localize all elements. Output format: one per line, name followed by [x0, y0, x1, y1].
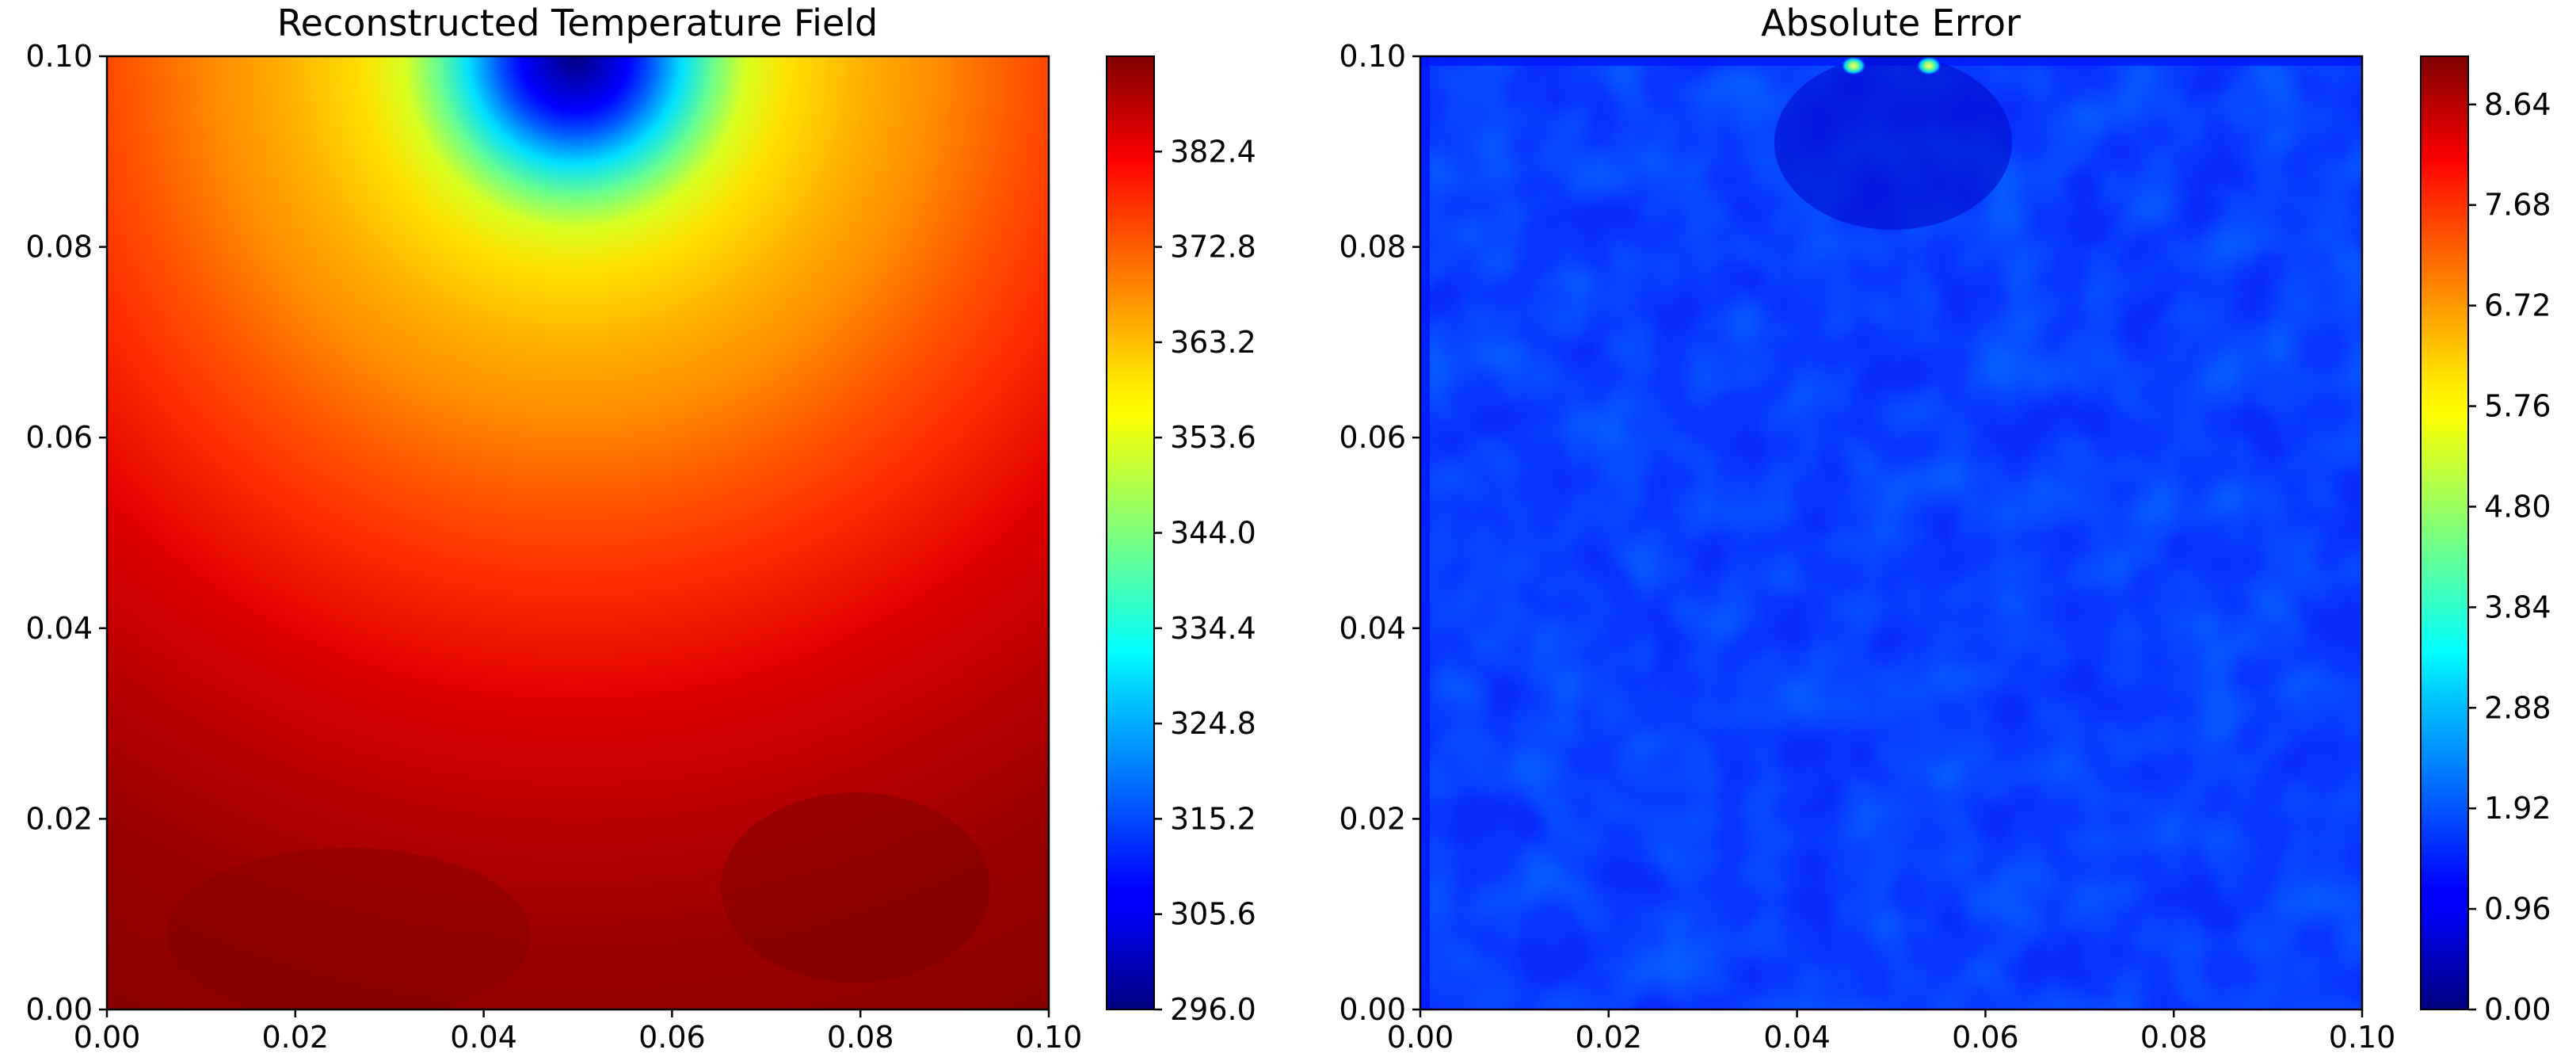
chart-title-temperature: Reconstructed Temperature Field [277, 2, 878, 44]
y-tick-label-temperature: 0.06 [25, 420, 93, 455]
error-hotspot [1916, 56, 1942, 76]
colorbar-tick-label-temperature: 382.4 [1170, 134, 1256, 169]
y-tick-label-temperature: 0.08 [25, 230, 93, 265]
colorbar-temperature-ticks: 296.0 305.6 315.2 324.8 334.4 344.0 353.6 363.2… [1154, 134, 1256, 1027]
colorbar-tick-label-error: 0.00 [2484, 992, 2551, 1027]
x-tick-label-error: 0.10 [2329, 1020, 2396, 1055]
colorbar-tick-label-error: 8.64 [2484, 87, 2551, 122]
x-tick-label-temperature: 0.06 [638, 1020, 706, 1055]
colorbar-error-bar [2420, 55, 2469, 1010]
x-tick-label-temperature: 0.02 [261, 1020, 329, 1055]
colorbar-tick-label-error: 6.72 [2484, 288, 2551, 323]
colorbar-temperature-bar [1106, 55, 1155, 1010]
y-tick-label-temperature: 0.04 [25, 611, 93, 646]
y-tick-label-error: 0.02 [1339, 801, 1406, 836]
x-tick-label-temperature: 0.08 [827, 1020, 894, 1055]
error-heatmap [1420, 56, 2362, 1009]
colorbar-temperature: 296.0 305.6 315.2 324.8 334.4 344.0 353.6 363.2… [1106, 55, 1256, 1027]
y-tick-label-temperature: 0.02 [25, 801, 93, 836]
warm-blob-right [721, 792, 990, 983]
warm-blob-left [166, 848, 531, 1009]
colorbar-tick-label-error: 2.88 [2484, 690, 2551, 725]
x-tick-label-temperature: 0.00 [74, 1020, 141, 1055]
x-tick-label-error: 0.00 [1387, 1020, 1454, 1055]
panel-temperature: Reconstructed Temperature Field 0.00 0.02… [25, 2, 1256, 1055]
colorbar-tick-label-temperature: 363.2 [1170, 325, 1256, 360]
colorbar-tick-label-error: 5.76 [2484, 389, 2551, 424]
axes-frame-temperature [105, 55, 1050, 1011]
error-hotspot [1840, 56, 1866, 76]
colorbar-tick-label-error: 3.84 [2484, 590, 2551, 624]
error-dark-region [1774, 56, 2012, 230]
x-tick-label-error: 0.04 [1763, 1020, 1831, 1055]
y-tick-label-error: 0.04 [1339, 611, 1406, 646]
colorbar-tick-label-temperature: 344.0 [1170, 516, 1256, 551]
panel-error: Absolute Error 0.00 0.02 0.04 0.06 0.08 0.100… [1339, 2, 2551, 1055]
colorbar-tick-label-temperature: 315.2 [1170, 801, 1256, 836]
colorbar-tick-label-temperature: 324.8 [1170, 706, 1256, 741]
y-tick-label-temperature: 0.10 [25, 39, 93, 74]
colorbar-tick-label-error: 1.92 [2484, 791, 2551, 826]
axes-frame-error [1419, 55, 2364, 1011]
colorbar-tick-label-error: 7.68 [2484, 188, 2551, 223]
error-field-edge-left [1420, 56, 1430, 1009]
colorbar-tick-label-temperature: 334.4 [1170, 611, 1256, 646]
colorbar-error: 0.00 0.96 1.92 2.88 3.84 4.80 5.76 6.72 7.68 8.64 [2420, 55, 2551, 1027]
x-tick-label-error: 0.02 [1575, 1020, 1642, 1055]
colorbar-error-ticks: 0.00 0.96 1.92 2.88 3.84 4.80 5.76 6.72 7.68 8.64 [2468, 87, 2551, 1027]
colorbar-tick-label-temperature: 296.0 [1170, 992, 1256, 1027]
chart-title-error: Absolute Error [1761, 2, 2021, 44]
colorbar-tick-label-temperature: 372.8 [1170, 230, 1256, 265]
axes-ticks-error: 0.00 0.02 0.04 0.06 0.08 0.10 0.00 0.02 0.04 0.06… [1339, 39, 2395, 1055]
axes-ticks-temperature: 0.00 0.02 0.04 0.06 0.08 0.10 0.00 0.02 0.04 0.06… [25, 39, 1082, 1055]
error-hotspots [1840, 56, 1942, 76]
x-tick-label-temperature: 0.10 [1016, 1020, 1083, 1055]
colorbar-tick-label-error: 0.96 [2484, 891, 2551, 926]
x-tick-label-temperature: 0.04 [450, 1020, 517, 1055]
y-tick-label-error: 0.10 [1339, 39, 1406, 74]
x-tick-label-error: 0.06 [1952, 1020, 2019, 1055]
y-tick-label-temperature: 0.00 [25, 992, 93, 1027]
x-tick-label-error: 0.08 [2140, 1020, 2208, 1055]
temperature-heatmap [107, 56, 1049, 1009]
y-tick-label-error: 0.06 [1339, 420, 1406, 455]
colorbar-tick-label-error: 4.80 [2484, 489, 2551, 524]
y-tick-label-error: 0.00 [1339, 992, 1406, 1027]
temperature-field [107, 56, 1049, 1009]
y-tick-label-error: 0.08 [1339, 230, 1406, 265]
colorbar-tick-label-temperature: 305.6 [1170, 897, 1256, 932]
colorbar-tick-label-temperature: 353.6 [1170, 420, 1256, 455]
